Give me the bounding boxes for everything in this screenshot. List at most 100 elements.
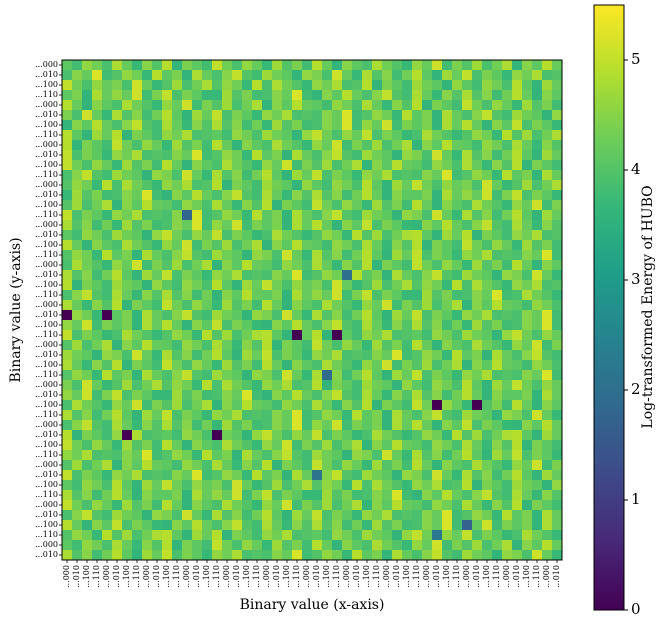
heatmap-cell — [132, 380, 143, 391]
heatmap-cell — [82, 450, 93, 461]
heatmap-cell — [422, 280, 433, 291]
heatmap-cell — [472, 540, 483, 551]
heatmap-cell — [312, 140, 323, 151]
heatmap-cell — [212, 530, 223, 541]
heatmap-cell — [382, 520, 393, 531]
heatmap-cell — [452, 350, 463, 361]
heatmap-cell — [122, 340, 133, 351]
heatmap-cell — [412, 80, 423, 91]
heatmap-cell — [452, 380, 463, 391]
heatmap-cell — [92, 380, 103, 391]
heatmap-cell — [452, 510, 463, 521]
heatmap-cell — [142, 140, 153, 151]
heatmap-cell — [372, 340, 383, 351]
heatmap-cell — [312, 510, 323, 521]
heatmap-cell — [252, 320, 263, 331]
heatmap-cell — [122, 430, 133, 441]
heatmap-cell — [202, 180, 213, 191]
heatmap-cell — [502, 510, 513, 521]
heatmap-cell — [382, 60, 393, 71]
heatmap-cell — [182, 230, 193, 241]
heatmap-cell — [102, 120, 113, 131]
heatmap-cell — [482, 170, 493, 181]
heatmap-cell — [132, 500, 143, 511]
heatmap-cell — [112, 270, 123, 281]
heatmap-cell — [282, 430, 293, 441]
heatmap-cell — [362, 480, 373, 491]
heatmap-cell — [542, 250, 553, 261]
heatmap-cell — [92, 110, 103, 121]
heatmap-cell — [202, 440, 213, 451]
heatmap-cell — [352, 390, 363, 401]
heatmap-cell — [302, 540, 313, 551]
heatmap-cell — [72, 380, 83, 391]
heatmap-cell — [212, 130, 223, 141]
heatmap-cell — [532, 520, 543, 531]
heatmap-cell — [162, 440, 173, 451]
heatmap-cell — [272, 120, 283, 131]
x-tick-label: ...100 — [322, 565, 331, 588]
heatmap-cell — [482, 190, 493, 201]
heatmap-cell — [422, 310, 433, 321]
heatmap-cell — [432, 110, 443, 121]
heatmap-cell — [512, 320, 523, 331]
heatmap-cell — [272, 460, 283, 471]
heatmap-cell — [102, 220, 113, 231]
heatmap-cell — [382, 400, 393, 411]
heatmap-cell — [402, 240, 413, 251]
heatmap-cell — [302, 290, 313, 301]
heatmap-cell — [292, 310, 303, 321]
heatmap-cell — [292, 480, 303, 491]
heatmap-cell — [262, 510, 273, 521]
heatmap-cell — [62, 270, 73, 281]
heatmap-cell — [212, 520, 223, 531]
heatmap-cell — [312, 430, 323, 441]
heatmap-cell — [242, 110, 253, 121]
heatmap-cell — [452, 410, 463, 421]
heatmap-cell — [412, 300, 423, 311]
x-tick-label: ...000 — [62, 565, 71, 588]
heatmap-cell — [452, 440, 463, 451]
heatmap-cell — [202, 260, 213, 271]
heatmap-cell — [102, 400, 113, 411]
heatmap-cell — [512, 260, 523, 271]
heatmap-cell — [82, 480, 93, 491]
heatmap-cell — [182, 190, 193, 201]
heatmap-cell — [412, 150, 423, 161]
heatmap-cell — [292, 490, 303, 501]
heatmap-cell — [422, 330, 433, 341]
heatmap-cell — [132, 390, 143, 401]
heatmap-cell — [502, 110, 513, 121]
heatmap-cell — [152, 150, 163, 161]
heatmap-cell — [232, 320, 243, 331]
heatmap-cell — [132, 80, 143, 91]
heatmap-cell — [82, 300, 93, 311]
heatmap-cell — [252, 260, 263, 271]
heatmap-cell — [392, 240, 403, 251]
heatmap-cell — [272, 300, 283, 311]
heatmap-cell — [92, 270, 103, 281]
heatmap-cell — [472, 470, 483, 481]
heatmap-cell — [372, 290, 383, 301]
heatmap-cell — [512, 100, 523, 111]
heatmap-cell — [72, 370, 83, 381]
heatmap-cell — [442, 100, 453, 111]
heatmap-cell — [72, 90, 83, 101]
heatmap-cell — [502, 70, 513, 81]
heatmap-cell — [342, 300, 353, 311]
heatmap-cell — [82, 320, 93, 331]
heatmap-cell — [492, 250, 503, 261]
heatmap-cell — [122, 240, 133, 251]
heatmap-cell — [102, 390, 113, 401]
heatmap-cell — [202, 430, 213, 441]
heatmap-cell — [122, 490, 133, 501]
heatmap-cell — [242, 290, 253, 301]
heatmap-cell — [202, 470, 213, 481]
heatmap-cell — [112, 460, 123, 471]
heatmap-cell — [412, 310, 423, 321]
heatmap-cell — [122, 360, 133, 371]
heatmap-cell — [422, 260, 433, 271]
heatmap-cell — [182, 550, 193, 561]
heatmap-cell — [272, 90, 283, 101]
heatmap-cell — [92, 150, 103, 161]
